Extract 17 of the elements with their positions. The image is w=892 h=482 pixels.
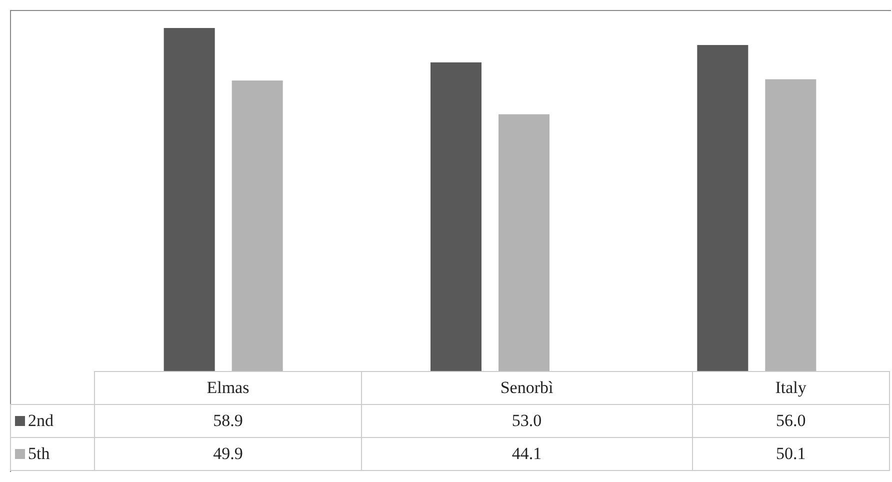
data-label: 56.0 — [692, 404, 890, 438]
bar — [498, 114, 550, 371]
data-label: 58.9 — [94, 404, 362, 438]
legend-label: 5th — [28, 444, 50, 463]
data-label: 44.1 — [361, 438, 692, 470]
legend-label: 2nd — [28, 411, 54, 430]
x-tick-label: Elmas — [94, 372, 362, 404]
bar — [430, 62, 482, 371]
data-label: 53.0 — [361, 404, 692, 438]
data-label: 50.1 — [692, 438, 890, 470]
bar — [697, 44, 748, 371]
x-tick-label: Italy — [692, 372, 890, 404]
bar — [232, 80, 283, 371]
bar — [765, 79, 816, 371]
bar — [164, 28, 215, 371]
data-label: 49.9 — [94, 438, 362, 470]
x-tick-label: Senorbì — [361, 372, 692, 404]
